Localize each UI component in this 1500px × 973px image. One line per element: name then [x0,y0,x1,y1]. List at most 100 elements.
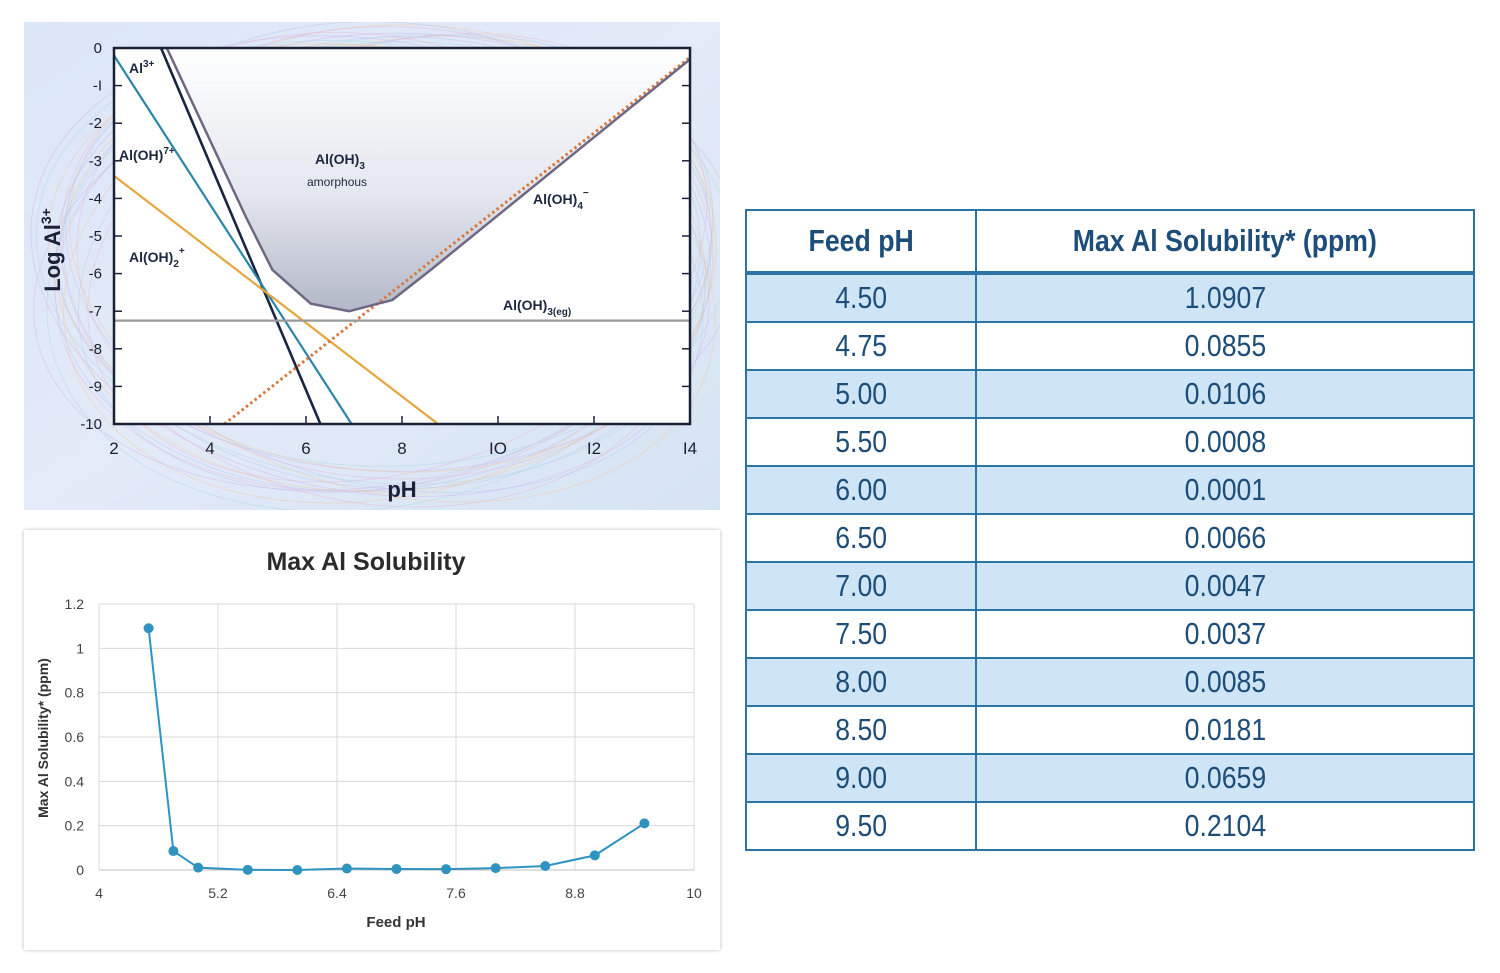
cell-feed-ph: 9.00 [745,753,977,803]
cell-max-al-solubility: 0.0106 [975,369,1475,419]
cell-max-al-solubility: 0.0037 [975,609,1475,659]
cell-max-al-solubility: 0.0047 [975,561,1475,611]
data-point [490,863,501,874]
x-tick-label: 2 [109,439,118,458]
data-point [391,863,402,874]
data-point [589,850,600,861]
label-aloh7: Al(OH)7+ [119,146,175,163]
label-al3: Al3+ [129,59,155,76]
line-chart-title: Max Al Solubility [266,548,465,576]
table-row: 5.50 0.0008 [745,417,1475,467]
cell-max-al-solubility: 0.2104 [975,801,1475,851]
x-tick-label: IO [489,439,507,458]
cell-feed-ph: 4.50 [745,272,977,323]
header-max-al-solubility: Max Al Solubility* (ppm) [975,209,1475,275]
table-row: 6.50 0.0066 [745,513,1475,563]
decorative-ring [56,24,717,493]
header-feed-ph: Feed pH [745,209,977,275]
cell-max-al-solubility: 0.0008 [975,417,1475,467]
table-row: 9.00 0.0659 [745,753,1475,803]
diagram-x-axis-title: pH [387,477,416,502]
y-tick-label: -3 [89,153,102,170]
max-al-solubility-chart: Max Al Solubility 0 0.2 0.4 0.6 0.8 1 1.2 4 5.2 6… [24,530,720,950]
cell-feed-ph: 5.00 [745,369,977,419]
x-tick-label: 6 [301,439,310,458]
cell-max-al-solubility: 0.0066 [975,513,1475,563]
y-tick-label: -9 [89,378,102,395]
y-tick-label: -7 [89,303,102,320]
cell-max-al-solubility: 0.0181 [975,705,1475,755]
cell-feed-ph: 6.00 [745,465,977,515]
table-row: 4.50 1.0907 [745,272,1475,323]
label-aloh2: Al(OH)2+ [129,246,185,270]
label-amorphous: amorphous [307,175,367,189]
y-tick-label: 0.8 [65,685,85,701]
line-chart-x-axis-title: Feed pH [366,914,425,931]
decorative-ring [62,21,711,490]
cell-feed-ph: 7.00 [745,561,977,611]
y-tick-label: 0 [76,862,84,878]
table-row: 4.75 0.0855 [745,321,1475,371]
y-tick-label: 0.2 [65,818,85,834]
label-aloh3-eq: Al(OH)3(eg) [503,297,571,318]
table-row: 9.50 0.2104 [745,801,1475,851]
line-chart-svg: Max Al Solubility 0 0.2 0.4 0.6 0.8 1 1.2 4 5.2 6… [35,548,702,931]
y-tick-label: 1.2 [65,596,85,612]
table-header-row: Feed pH Max Al Solubility* (ppm) [745,209,1475,275]
label-aloh4: Al(OH)4− [533,188,589,212]
series-line-1 [114,54,353,424]
label-aloh3-amorphous: Al(OH)3 [315,151,365,172]
cell-max-al-solubility: 1.0907 [975,272,1475,323]
x-tick-label: 8 [397,439,406,458]
diagram-y-axis-title: Log Al3+ [38,208,65,292]
data-point [242,864,253,875]
cell-max-al-solubility: 0.0085 [975,657,1475,707]
data-point [639,818,650,829]
decorative-ring [36,40,706,485]
table-row: 8.00 0.0085 [745,657,1475,707]
cell-feed-ph: 9.50 [745,801,977,851]
y-tick-label: -4 [89,190,102,207]
solubility-diagram-svg: 0 -I -2 -3 -4 -5 -6 -7 -8 -9 -10 2 4 6 8 IO I2 I4 Al3+ Al… [24,21,741,513]
cell-max-al-solubility: 0.0855 [975,321,1475,371]
amorphous-region [166,48,690,312]
table-row: 8.50 0.0181 [745,705,1475,755]
solubility-diagram: 0 -I -2 -3 -4 -5 -6 -7 -8 -9 -10 2 4 6 8 IO I2 I4 Al3+ Al… [24,21,741,513]
cell-feed-ph: 4.75 [745,321,977,371]
cell-feed-ph: 6.50 [745,513,977,563]
x-tick-label: I2 [587,439,601,458]
cell-feed-ph: 5.50 [745,417,977,467]
series-line-2 [114,174,439,424]
x-tick-label: 7.6 [446,885,466,901]
x-tick-label: I4 [683,439,697,458]
data-point [540,860,551,871]
data-point [341,863,352,874]
solubility-data-table: Feed pH Max Al Solubility* (ppm) 4.50 1.0… [745,209,1475,851]
cell-feed-ph: 7.50 [745,609,977,659]
y-tick-label: 0.4 [65,773,85,789]
table-row: 7.50 0.0037 [745,609,1475,659]
y-tick-label: -5 [89,228,102,245]
line-chart-y-axis-title: Max Al Solubility* (ppm) [35,658,51,818]
series-aloh3-amorphous-boundary [165,48,690,313]
decorative-ring [30,35,710,497]
data-point [292,864,303,875]
data-point [441,864,452,875]
table-row: 6.00 0.0001 [745,465,1475,515]
y-tick-label: 1 [76,640,84,656]
y-tick-label: -6 [89,266,102,283]
cell-feed-ph: 8.00 [745,657,977,707]
y-tick-label: -10 [80,416,102,433]
cell-max-al-solubility: 0.0001 [975,465,1475,515]
y-tick-label: -8 [89,341,102,358]
x-tick-label: 8.8 [565,885,585,901]
data-point [193,862,204,873]
data-point [168,846,179,857]
cell-max-al-solubility: 0.0659 [975,753,1475,803]
x-tick-label: 6.4 [327,885,347,901]
x-tick-label: 4 [95,885,103,901]
x-tick-label: 10 [686,885,702,901]
series-line-0 [159,48,322,424]
table-row: 7.00 0.0047 [745,561,1475,611]
x-tick-label: 5.2 [208,885,228,901]
